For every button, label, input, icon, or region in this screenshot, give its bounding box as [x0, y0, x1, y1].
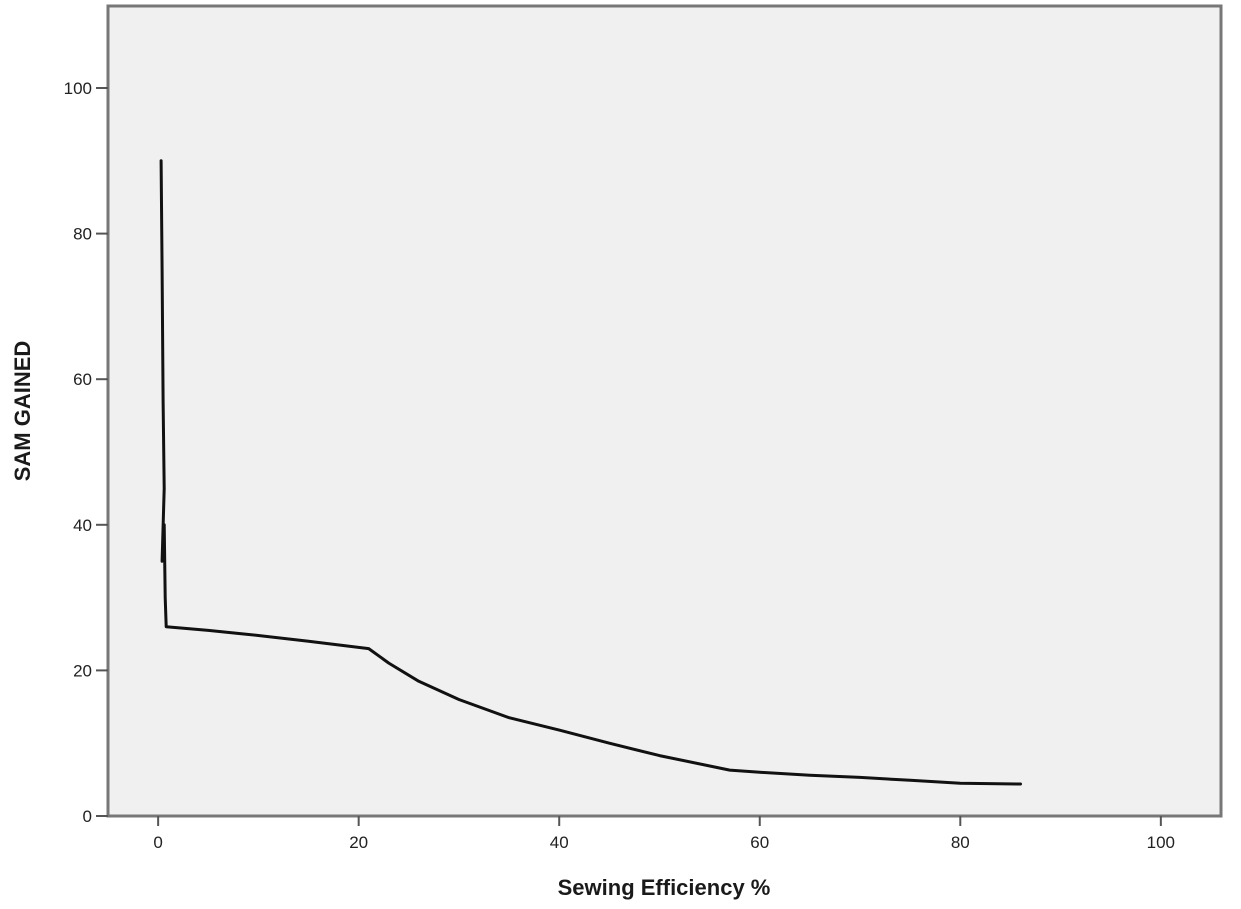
x-tick-label: 20 [349, 833, 368, 852]
y-axis-title: SAM GAINED [10, 341, 35, 482]
y-tick-label: 60 [73, 370, 92, 389]
y-axis: 0 20 40 60 80 100 [64, 79, 108, 826]
y-tick-label: 40 [73, 516, 92, 535]
x-tick-label: 60 [750, 833, 769, 852]
y-tick-label: 100 [64, 79, 92, 98]
series-line-0 [159, 159, 1022, 786]
x-axis: 0 20 40 60 80 100 [153, 816, 1175, 852]
x-tick-label: 100 [1147, 833, 1175, 852]
plot-area [106, 4, 1223, 818]
x-tick-label: 80 [951, 833, 970, 852]
x-tick-label: 40 [550, 833, 569, 852]
y-tick-label: 20 [73, 661, 92, 680]
series-layer [159, 159, 1022, 786]
x-tick-label: 0 [153, 833, 162, 852]
x-axis-title: Sewing Efficiency % [558, 875, 771, 900]
y-tick-label: 80 [73, 225, 92, 244]
y-tick-label: 0 [83, 807, 92, 826]
